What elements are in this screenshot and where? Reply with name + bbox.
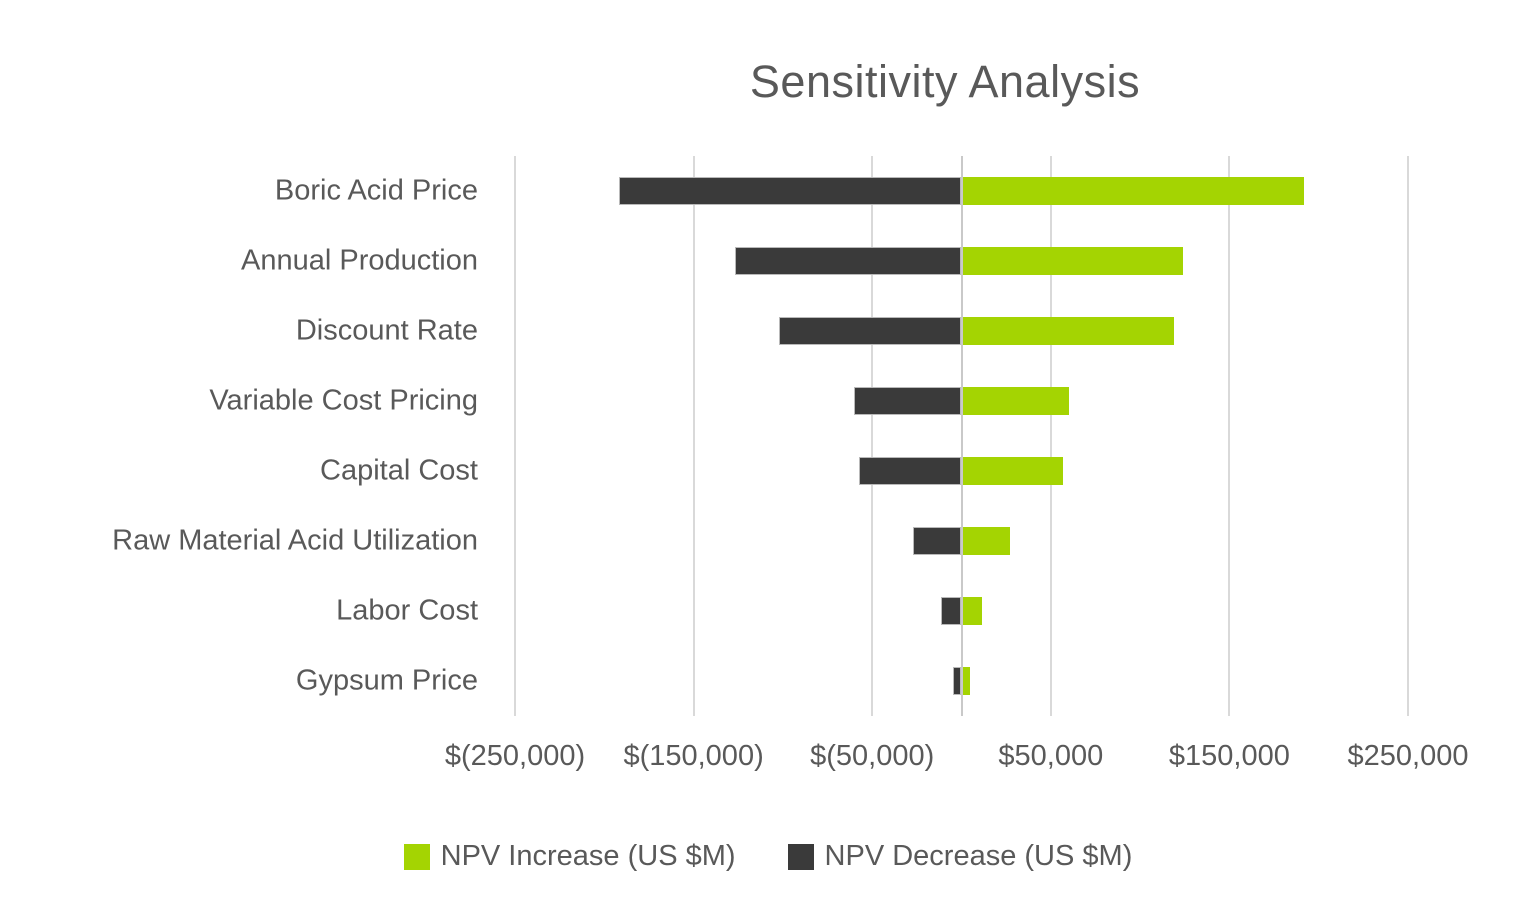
bar-npv-increase [961, 247, 1183, 275]
bar-npv-decrease [779, 317, 962, 345]
category-label: Boric Acid Price [274, 174, 478, 207]
bar-npv-decrease [618, 177, 962, 205]
category-label: Capital Cost [320, 454, 478, 487]
bar-npv-increase [961, 177, 1305, 205]
legend-item-decrease: NPV Decrease (US $M) [787, 840, 1133, 873]
gridline [1228, 156, 1231, 716]
gridline [692, 156, 695, 716]
bar-npv-increase [961, 597, 983, 625]
dark-square-icon [787, 843, 814, 870]
category-label: Discount Rate [295, 314, 478, 347]
x-axis-tick-label: $(50,000) [810, 740, 935, 772]
category-label: Annual Production [241, 244, 478, 277]
bar-npv-increase [961, 527, 1010, 555]
legend-label: NPV Decrease (US $M) [824, 840, 1133, 872]
category-label: Labor Cost [336, 594, 478, 627]
plot-area [514, 156, 1409, 716]
legend-item-increase: NPV Increase (US $M) [403, 840, 736, 873]
x-axis-tick-label: $150,000 [1168, 740, 1290, 772]
bar-npv-decrease [734, 247, 962, 275]
x-axis-tick-label: $(150,000) [623, 740, 764, 772]
category-label: Variable Cost Pricing [209, 384, 478, 417]
legend-label: NPV Increase (US $M) [440, 840, 736, 872]
x-axis-tick-label: $(250,000) [444, 740, 586, 772]
gridline [1407, 156, 1409, 716]
bar-npv-decrease [940, 597, 962, 625]
legend: NPV Increase (US $M) NPV Decrease (US $M) [0, 840, 1536, 873]
bar-npv-increase [961, 387, 1069, 415]
value-axis: $(250,000) $(150,000) $(50,000) $50,000 $150… [445, 740, 1469, 780]
bar-npv-decrease [858, 457, 962, 485]
gridline [514, 156, 516, 716]
green-square-icon [403, 843, 430, 870]
category-label: Gypsum Price [295, 664, 478, 697]
bar-npv-increase [961, 317, 1175, 345]
bar-npv-increase [961, 457, 1064, 485]
x-axis-tick-label: $250,000 [1347, 740, 1469, 772]
zero-axis-line [960, 156, 963, 716]
category-axis: Boric Acid Price Annual Production Discoun… [0, 156, 480, 716]
category-label: Raw Material Acid Utilization [112, 524, 478, 557]
x-axis-tick-label: $50,000 [998, 740, 1104, 772]
chart-title: Sensitivity Analysis [749, 56, 1141, 107]
bar-npv-decrease [854, 387, 962, 415]
bar-npv-decrease [913, 527, 962, 555]
bar-npv-increase [961, 667, 971, 695]
gridline [1049, 156, 1052, 716]
gridline [871, 156, 874, 716]
